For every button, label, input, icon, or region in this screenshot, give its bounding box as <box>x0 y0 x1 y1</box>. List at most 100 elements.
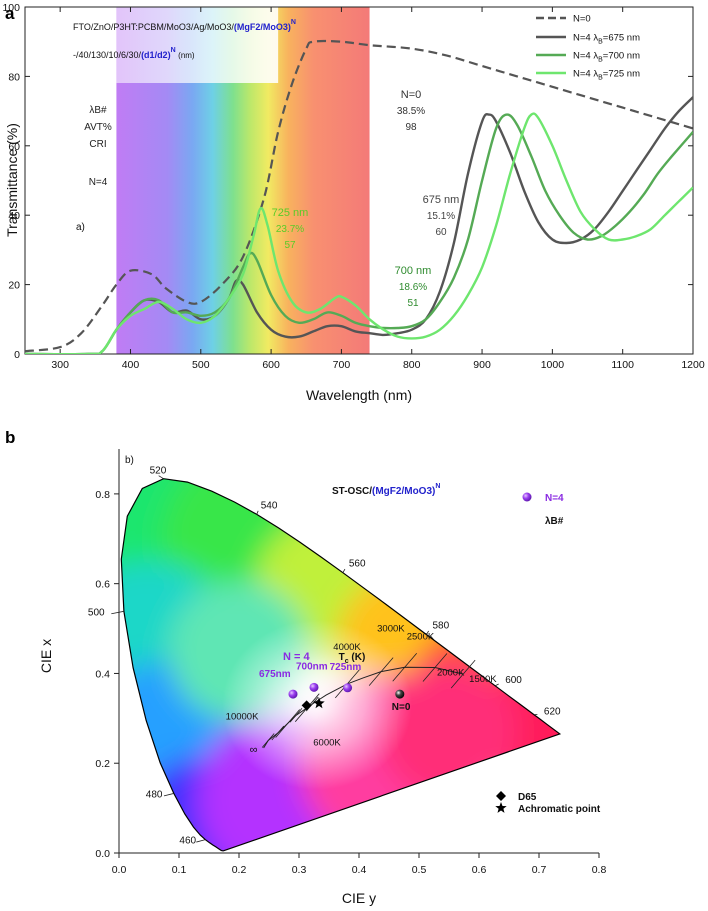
annotation-line: 98 <box>405 122 417 133</box>
isotherm-tick <box>289 708 303 723</box>
legend-lambda-label: λB# <box>545 516 564 527</box>
y-tick-label-a: 80 <box>8 71 20 83</box>
legend-d65-marker <box>496 791 506 801</box>
point-d65 <box>301 700 312 711</box>
y-tick-label-b: 0.2 <box>95 758 110 770</box>
annotation-line: 15.1% <box>427 211 455 222</box>
annotation-line: 60 <box>435 227 447 238</box>
y-tick-label-b: 0.8 <box>95 489 110 501</box>
point-label-700nm: 700nm <box>296 661 328 672</box>
cie-points: 675nm 700nm 725nm N=0 N = 4 <box>259 651 411 713</box>
annotation-line: N=0 <box>401 89 422 101</box>
annotation-nm725: 725 nm 23.7% 57 <box>272 207 309 251</box>
device-structure-line2: -/40/130/10/6/30/(d1/d2)N (nm) <box>73 47 195 60</box>
cie-title: ST-OSC/(MgF2/MoO3)N <box>332 483 440 497</box>
isotherm-tick <box>261 733 275 748</box>
wavelength-tick <box>158 475 164 480</box>
series-n0 <box>25 39 693 353</box>
x-tick-label-b: 0.2 <box>232 864 247 876</box>
wavelength-label: 540 <box>261 500 278 511</box>
infinity-label: ∞ <box>250 744 258 756</box>
chromaticity-gamut <box>121 478 560 851</box>
x-tick-label-a: 400 <box>122 359 140 371</box>
point-725nm <box>343 683 353 693</box>
wavelength-tick <box>256 510 259 515</box>
series-725 <box>25 112 693 354</box>
x-tick-label-b: 0.1 <box>172 864 187 876</box>
x-tick-label-b: 0.0 <box>112 864 127 876</box>
isotherm-label: 4000K <box>333 642 361 653</box>
panel-a-label: a <box>5 4 15 23</box>
wavelength-label: 620 <box>544 707 561 718</box>
legend-label-0: N=0 <box>573 14 591 25</box>
structure-label-backdrop <box>116 7 279 83</box>
legend-label-3: N=4 λB=725 nm <box>573 69 640 82</box>
wavelength-labels: 460 480 500 520 540 560 580 600 620 <box>88 466 561 847</box>
panel-b-label: b <box>5 428 15 447</box>
wavelength-label: 460 <box>179 836 196 847</box>
x-tick-label-a: 900 <box>473 359 491 371</box>
x-tick-label-a: 1100 <box>611 359 634 371</box>
isotherm-line <box>368 657 394 686</box>
tc-label: Tc (K) <box>339 652 366 665</box>
wavelength-label: 520 <box>150 466 167 477</box>
point-N=0 <box>395 689 405 699</box>
key-lambda: λB# <box>89 105 107 116</box>
x-axis-title-a: Wavelength (nm) <box>306 387 412 403</box>
y-tick-label-b: 0.0 <box>95 848 110 860</box>
y-axis-title-b: CIE x <box>38 639 54 673</box>
wavelength-tick <box>342 568 346 573</box>
key-cri: CRI <box>89 139 106 150</box>
wavelength-tick <box>495 683 499 687</box>
y-tick-label-a: 20 <box>8 280 20 292</box>
x-tick-label-b: 0.6 <box>472 864 487 876</box>
annotation-line: 675 nm <box>423 194 460 206</box>
isotherm-tick <box>271 725 285 741</box>
y-tick-label-b: 0.6 <box>95 579 110 591</box>
x-tick-label-a: 300 <box>51 359 69 371</box>
cie-legend: N=4 λB# D65 Achromatic point <box>495 492 601 815</box>
x-tick-label-a: 500 <box>192 359 210 371</box>
axes-a: 300 400 500 600 700 800 900 1000 1100 1200 0 20 40 60… <box>2 2 704 371</box>
device-structure-line1: FTO/ZnO/P3HT:PCBM/MoO3/Ag/MoO3/(MgF2/MoO… <box>73 19 296 32</box>
y-tick-label-a: 0 <box>14 349 20 361</box>
isotherm-tick <box>305 696 319 712</box>
x-tick-label-b: 0.8 <box>592 864 607 876</box>
point-label-675nm: 675nm <box>259 669 291 680</box>
visible-spectrum-band <box>116 7 370 354</box>
series-a <box>25 39 693 354</box>
x-tick-label-b: 0.5 <box>412 864 427 876</box>
legend-label-1: N=4 λB=675 nm <box>573 33 640 46</box>
wavelength-tick <box>111 610 124 615</box>
legend-n4-marker <box>522 492 532 502</box>
y-tick-label-b: 0.4 <box>95 668 110 680</box>
x-tick-label-a: 1000 <box>541 359 565 371</box>
wavelength-label: 500 <box>88 607 105 618</box>
isotherm-line <box>392 653 418 682</box>
legend-achromatic-marker <box>495 802 507 813</box>
legend-n4-label: N=4 <box>545 493 564 504</box>
legend-d65-label: D65 <box>518 792 537 803</box>
isotherm-label: 1500K <box>469 674 497 685</box>
annotation-line: 725 nm <box>272 207 309 219</box>
point-achromatic <box>313 697 325 709</box>
legend-a: N=0 N=4 λB=675 nm N=4 λB=700 nm N=4 λB=725 … <box>536 14 640 82</box>
axes-b: 0.0 0.1 0.2 0.3 0.4 0.5 0.6 0.7 0.8 0.0 0.2 0.4 0.6 0… <box>95 449 606 876</box>
x-tick-label-b: 0.4 <box>352 864 367 876</box>
x-tick-label-b: 0.7 <box>532 864 547 876</box>
annotation-line: 18.6% <box>399 282 427 293</box>
isotherm-line <box>275 709 300 738</box>
subplot-a-label: a) <box>76 222 85 233</box>
annotation-line: 23.7% <box>276 224 304 235</box>
n4-group-label: N = 4 <box>283 651 310 663</box>
wavelength-tick <box>426 630 429 635</box>
cie-chart: b 460 480 500 520 540 560 580 600 620 10000K 6000… <box>5 428 606 906</box>
annotation-nm675: 675 nm 15.1% 60 <box>423 194 460 238</box>
wavelength-label: 560 <box>349 559 366 570</box>
series-675 <box>25 96 693 354</box>
key-n4: N=4 <box>89 177 108 188</box>
x-tick-label-a: 800 <box>403 359 421 371</box>
point-label-N=0: N=0 <box>392 702 411 713</box>
y-tick-label-a: 40 <box>8 210 20 222</box>
